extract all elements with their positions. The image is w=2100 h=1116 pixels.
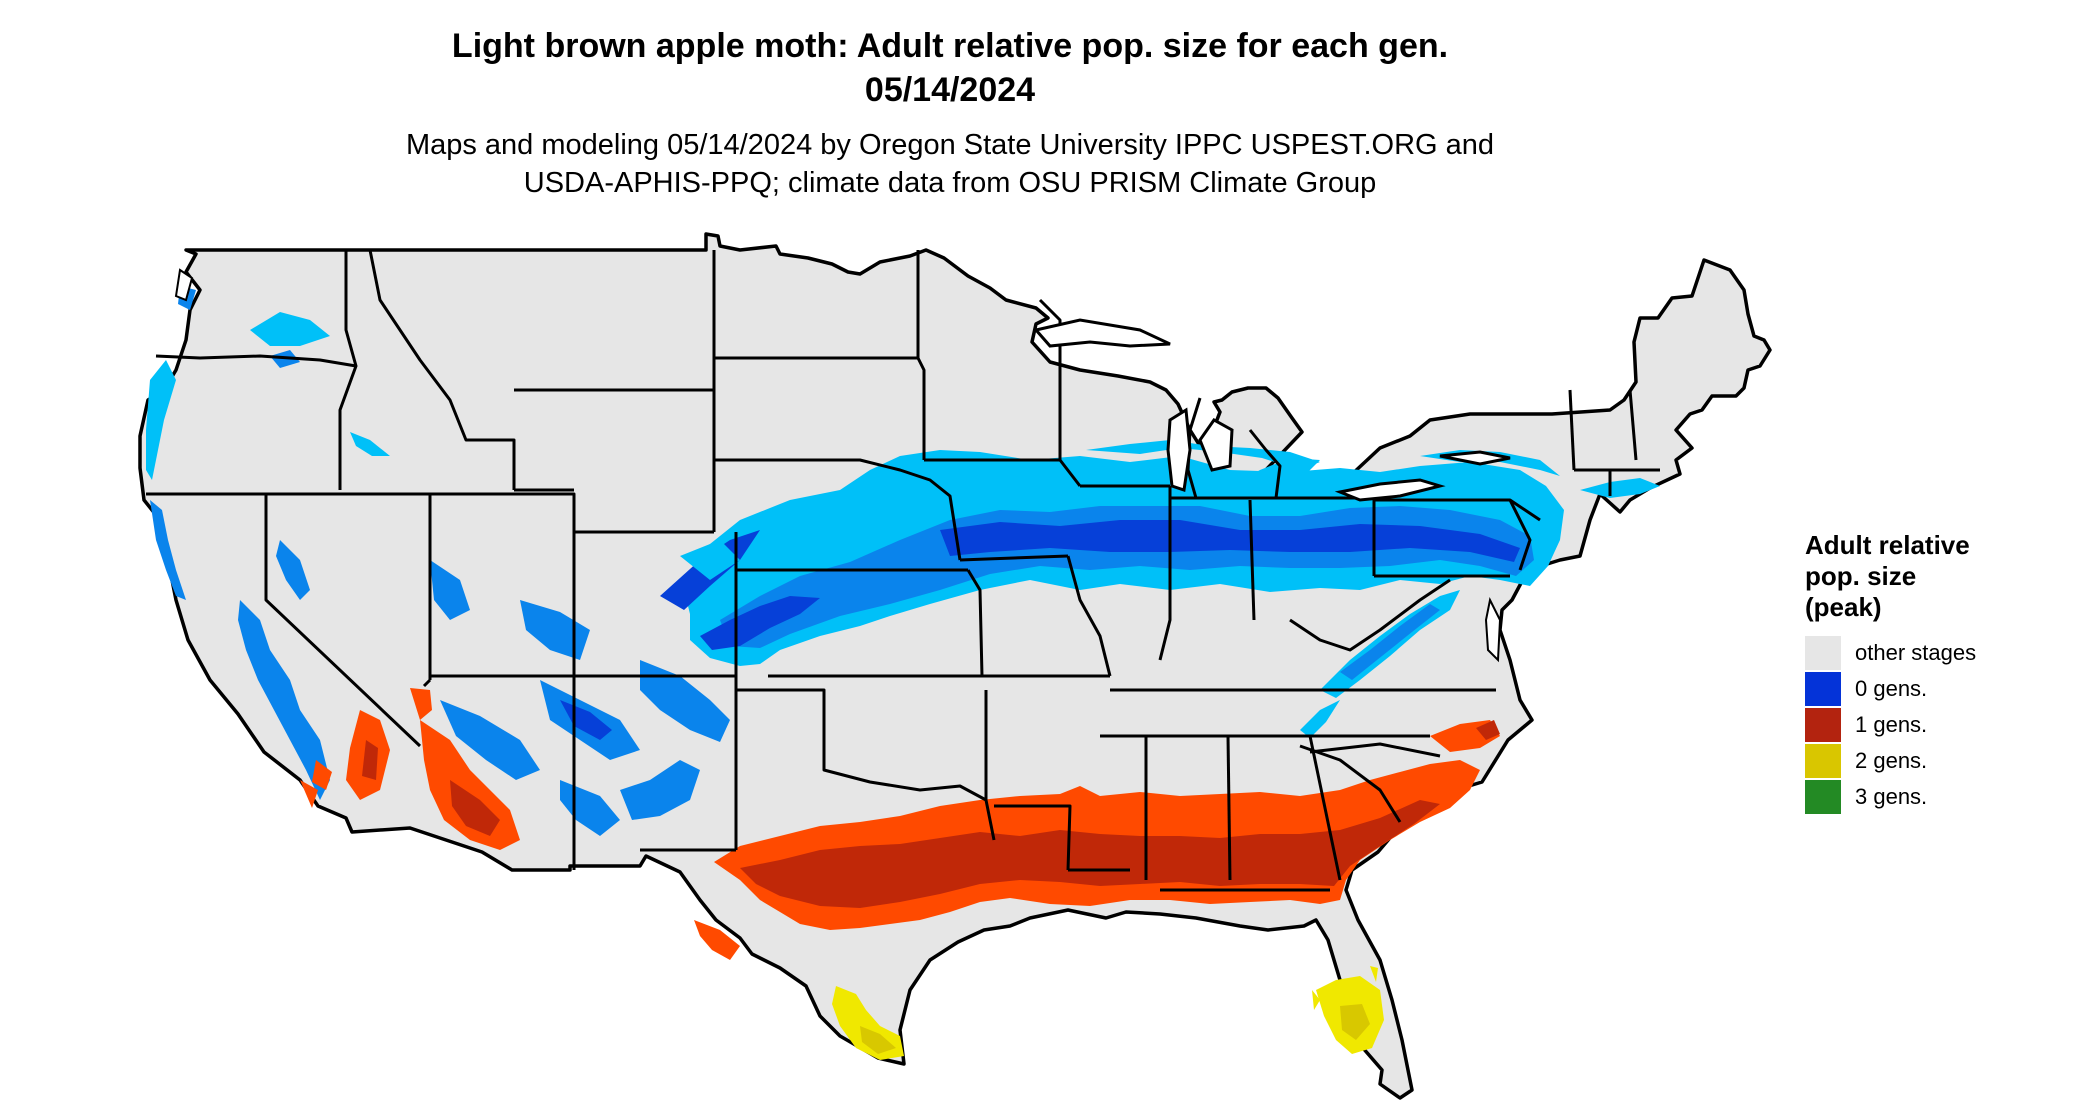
legend-label: 2 gens. (1855, 748, 1928, 773)
legend-title-line-3: (peak) (1805, 592, 1882, 622)
us-landmass (138, 232, 1772, 1100)
gen2-zone (832, 966, 1384, 1060)
title-date: 05/14/2024 (864, 71, 1036, 109)
legend-label: other stages (1855, 640, 1977, 665)
puget-sound (174, 268, 194, 302)
gen1-zone (300, 688, 1500, 960)
legend-item-0-gens: 0 gens. (1805, 671, 2085, 707)
legend-swatch (1805, 780, 1841, 814)
legend: Adult relative pop. size (peak) other st… (1805, 530, 2085, 815)
legend-label: 0 gens. (1855, 676, 1928, 701)
legend-title-line-1: Adult relative (1805, 530, 1970, 560)
title-line-1: Light brown apple moth: Adult relative p… (451, 27, 1449, 65)
legend-label: 3 gens. (1855, 784, 1928, 809)
legend-item-1-gens: 1 gens. (1805, 707, 2085, 743)
legend-title: Adult relative pop. size (peak) (1805, 530, 2085, 623)
chesapeake-bay (1484, 596, 1502, 663)
map-subtitle: Maps and modeling 05/14/2024 by Oregon S… (0, 126, 1900, 202)
great-lakes (1033, 318, 1511, 502)
legend-item-2-gens: 2 gens. (1805, 743, 2085, 779)
legend-swatch (1805, 636, 1841, 670)
subtitle-line-2: USDA-APHIS-PPQ; climate data from OSU PR… (523, 167, 1377, 199)
legend-label: 1 gens. (1855, 712, 1928, 737)
subtitle-line-1: Maps and modeling 05/14/2024 by Oregon S… (405, 129, 1495, 161)
us-map (138, 232, 1772, 1100)
gen0-zone (146, 286, 1660, 836)
legend-item-3-gens: 3 gens. (1805, 779, 2085, 815)
legend-title-line-2: pop. size (1805, 561, 1917, 591)
state-borders (146, 249, 1660, 892)
legend-swatch (1805, 744, 1841, 778)
legend-swatch (1805, 672, 1841, 706)
legend-item-other-stages: other stages (1805, 635, 2085, 671)
map-title: Light brown apple moth: Adult relative p… (0, 24, 1900, 112)
legend-swatch (1805, 708, 1841, 742)
